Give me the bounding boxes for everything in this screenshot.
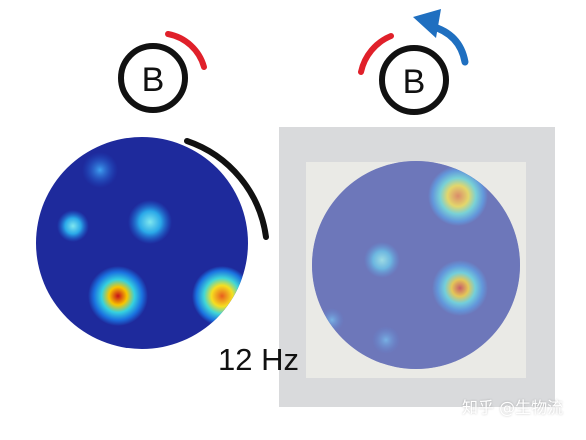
cue-left-circle [118, 43, 188, 113]
watermark: 知乎 @生物流 [462, 398, 564, 417]
cue-right-circle [379, 45, 449, 115]
cue-left-red-arc [165, 31, 207, 70]
rotation-arrow-head-icon [413, 9, 441, 38]
cue-right: B [358, 9, 469, 115]
cue-left: B [118, 31, 207, 113]
cue-right-letter: B [403, 63, 426, 101]
firing-map-left [36, 137, 248, 349]
cue-right-red-arc [358, 33, 394, 75]
firing-map-right [312, 161, 520, 369]
position-arc [184, 138, 269, 240]
cue-left-letter: B [142, 61, 165, 99]
peak-rate-label: 12 Hz [218, 342, 299, 377]
